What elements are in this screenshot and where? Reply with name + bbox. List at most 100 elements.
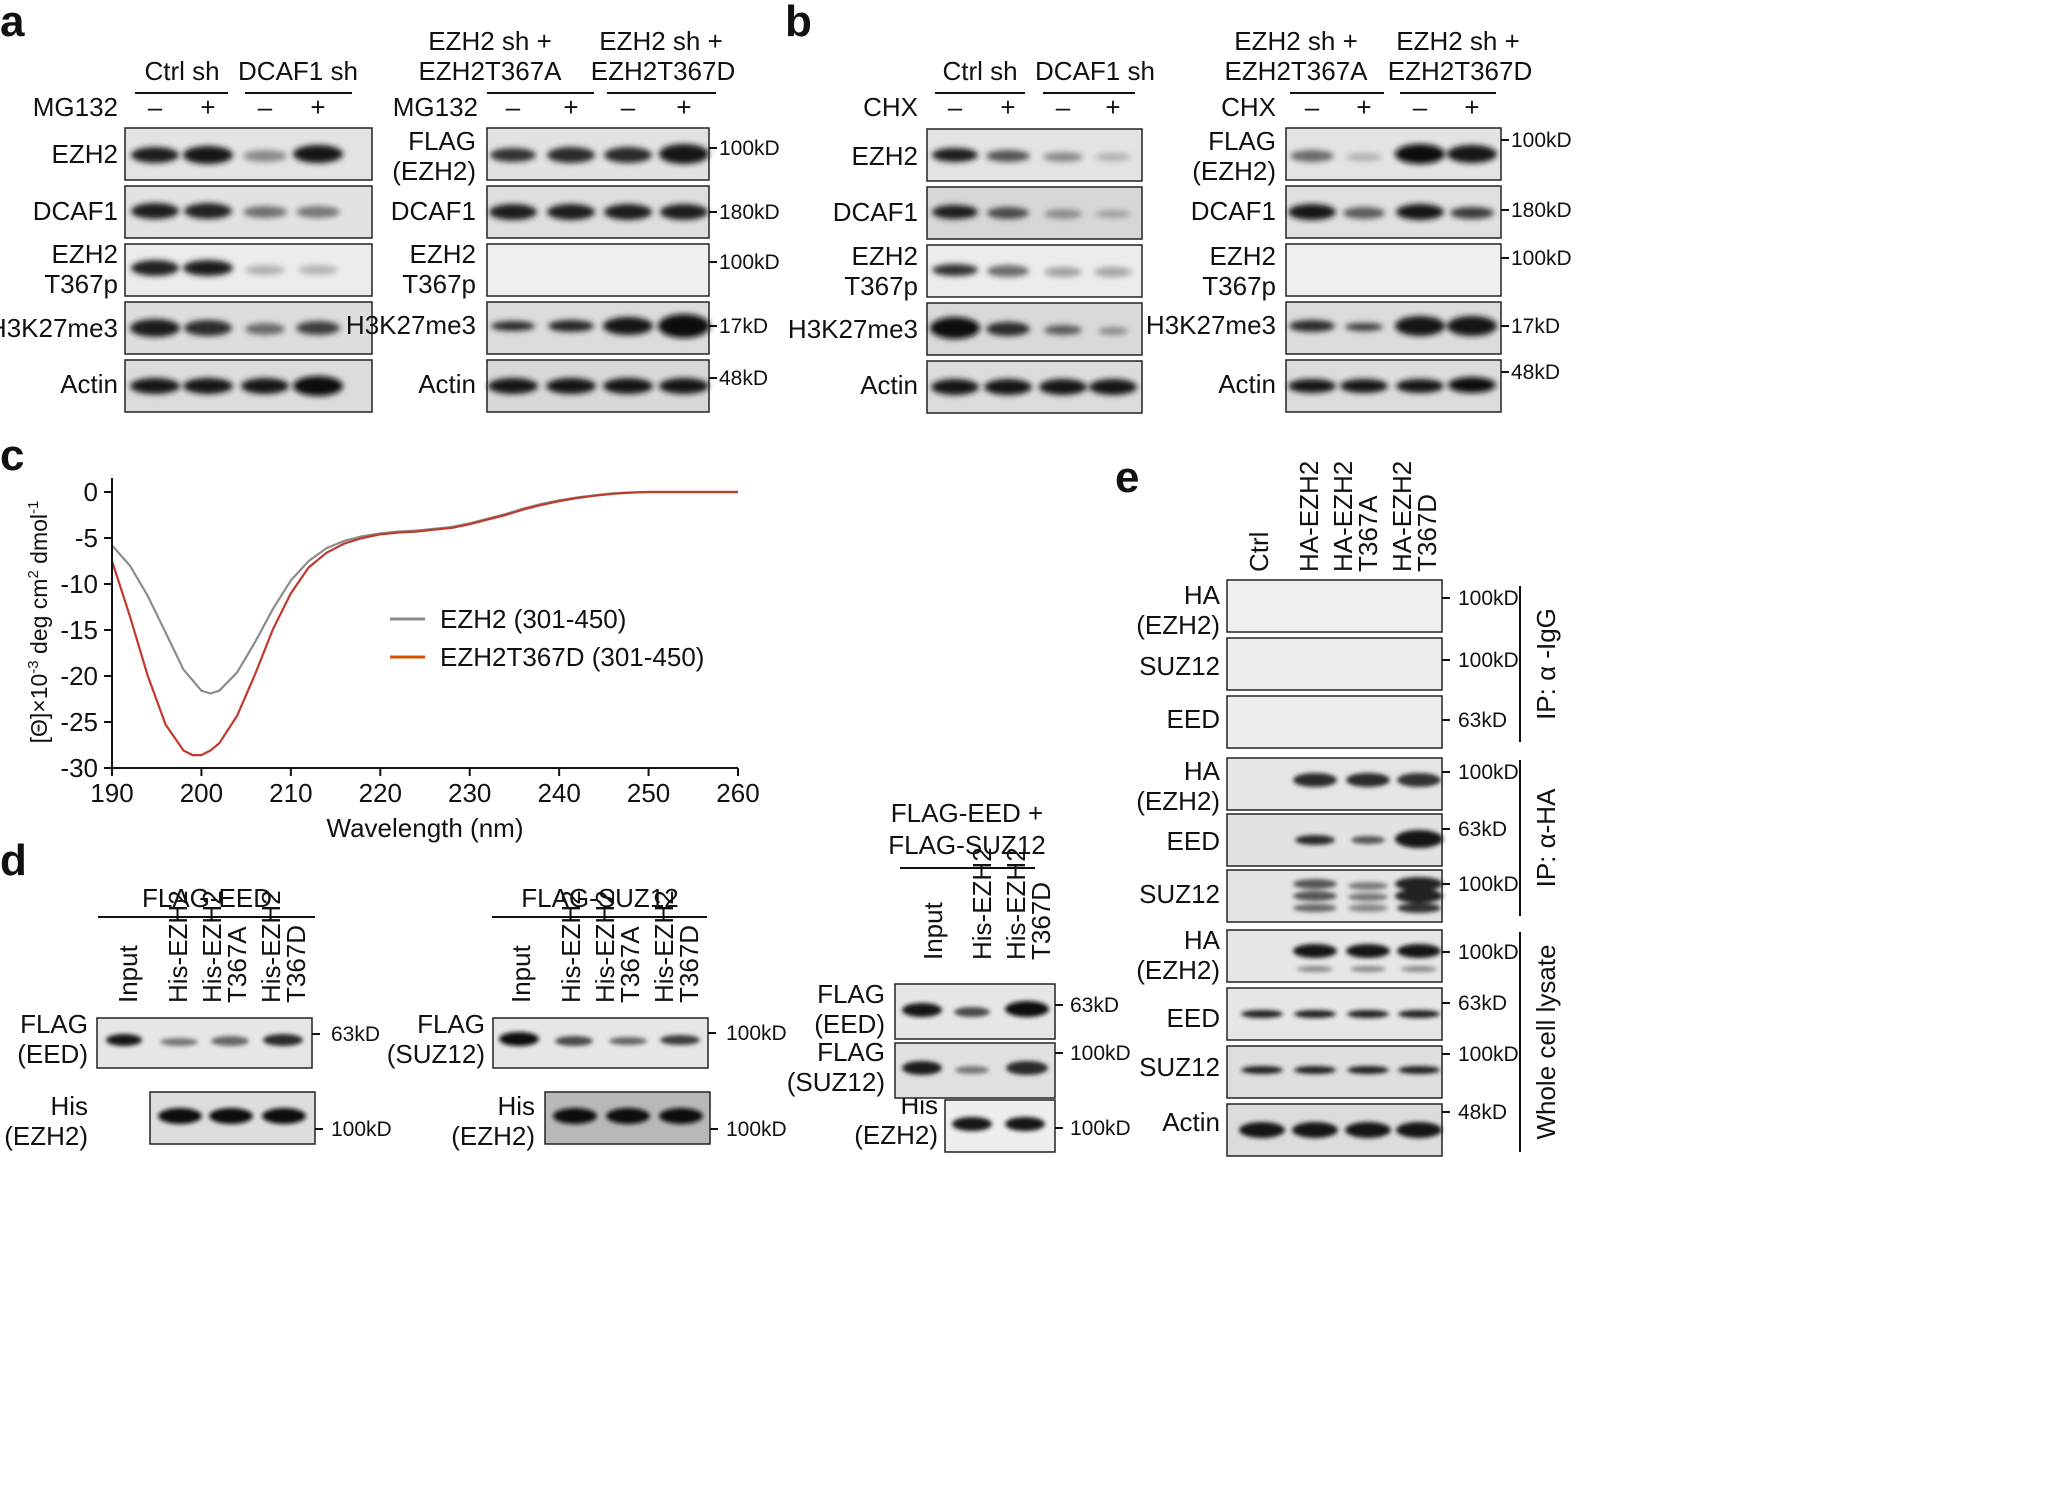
sign: +	[200, 92, 215, 122]
row-label: T367p	[402, 269, 476, 299]
lane-label: HA-EZH2	[1294, 461, 1324, 572]
panel-d-blot-2: FLAG-SUZ12 Input His-EZH2 His-EZH2 T367A…	[387, 883, 787, 1151]
group-label: EZH2 sh +	[428, 26, 552, 56]
legend-label: EZH2 (301-450)	[440, 604, 626, 634]
row-label: H3K27me3	[346, 310, 476, 340]
row-label: EZH2	[1210, 241, 1276, 271]
panel-label-a: a	[0, 0, 25, 46]
row-label: (EED)	[17, 1039, 88, 1069]
panel-label-d: d	[0, 836, 27, 885]
row-label: EZH2	[852, 141, 918, 171]
row-label: EED	[1167, 826, 1220, 856]
lane-label: His-EZH2	[590, 890, 620, 1003]
mw-marker: 100kD	[1070, 1117, 1131, 1140]
legend-label: EZH2T367D (301-450)	[440, 642, 704, 672]
group-label: FLAG-EED	[142, 883, 272, 913]
mw-marker: 180kD	[1511, 199, 1572, 222]
mw-marker: 100kD	[1511, 247, 1572, 270]
series-line-1	[110, 490, 738, 757]
group-label: DCAF1 sh	[1035, 56, 1155, 86]
row-label: DCAF1	[391, 196, 476, 226]
row-label: Actin	[418, 369, 476, 399]
x-tick-label: 190	[90, 778, 133, 808]
mw-marker: 63kD	[331, 1023, 380, 1046]
section-label: IP: α-HA	[1531, 788, 1561, 887]
row-label: (EZH2)	[1136, 610, 1220, 640]
lane-label: His-EZH2	[197, 890, 227, 1003]
mw-marker: 48kD	[1511, 361, 1560, 384]
mw-marker: 100kD	[1070, 1042, 1131, 1065]
row-label: FLAG	[20, 1009, 88, 1039]
sign: –	[1056, 92, 1071, 122]
row-label: H3K27me3	[788, 314, 918, 344]
lane-label: T367D	[1026, 882, 1056, 960]
mw-marker: 17kD	[719, 315, 768, 338]
panel-d-blot-3: FLAG-EED + FLAG-SUZ12 Input His-EZH2 His…	[787, 798, 1131, 1153]
lane-label: Input	[113, 944, 143, 1003]
row-label: (EZH2)	[1136, 786, 1220, 816]
y-tick-label: -15	[60, 615, 98, 645]
row-label: SUZ12	[1139, 879, 1220, 909]
mw-marker: 100kD	[1458, 587, 1519, 610]
sign: –	[1413, 92, 1428, 122]
x-tick-label: 200	[180, 778, 223, 808]
row-label: (EZH2)	[1192, 156, 1276, 186]
group-label: EZH2 sh +	[1396, 26, 1520, 56]
row-label: FLAG	[408, 126, 476, 156]
cd-spectrum-chart: 190 200 210 220 230 240 250 260 0 -5 -10 -15 -20 -25 -…	[25, 477, 760, 843]
x-tick-label: 230	[448, 778, 491, 808]
panel-b-left-blot: Ctrl sh DCAF1 sh CHX – + – + EZH2 DCAF1 …	[788, 56, 1155, 414]
section-label: Whole cell lysate	[1531, 944, 1561, 1139]
mw-marker: 100kD	[1458, 1043, 1519, 1066]
group-label: EZH2T367D	[1388, 56, 1533, 86]
group-label: Ctrl sh	[144, 56, 219, 86]
row-label: SUZ12	[1139, 1052, 1220, 1082]
lane-label: His-EZH2	[1001, 847, 1031, 960]
y-axis-label: [Θ]×10-3 deg cm2 dmol-1	[25, 501, 52, 744]
group-label: EZH2 sh +	[599, 26, 723, 56]
chart-legend: EZH2 (301-450) EZH2T367D (301-450)	[390, 604, 704, 672]
row-label: Actin	[1218, 369, 1276, 399]
section-label: IP: α -IgG	[1531, 608, 1561, 720]
treatment-label: MG132	[33, 92, 118, 122]
group-label: DCAF1 sh	[238, 56, 358, 86]
panel-e-blot: Ctrl HA-EZH2 HA-EZH2 T367A HA-EZH2 T367D…	[1136, 461, 1561, 1157]
mw-marker: 48kD	[1458, 1101, 1507, 1124]
group-label: EZH2T367D	[591, 56, 736, 86]
lane-label: HA-EZH2	[1387, 461, 1417, 572]
group-label: EZH2T367A	[418, 56, 562, 86]
panel-label-c: c	[0, 431, 24, 480]
panel-label-e: e	[1115, 453, 1139, 502]
row-label: (EZH2)	[1136, 955, 1220, 985]
row-label: (EZH2)	[4, 1121, 88, 1151]
row-label: SUZ12	[1139, 651, 1220, 681]
lane-label: His-EZH2	[556, 890, 586, 1003]
lane-label: T367A	[222, 926, 252, 1003]
x-axis-label: Wavelength (nm)	[327, 813, 524, 843]
row-label: FLAG	[1208, 126, 1276, 156]
y-tick-label: -25	[60, 707, 98, 737]
x-tick-label: 220	[359, 778, 402, 808]
row-label: HA	[1184, 580, 1221, 610]
row-label: EED	[1167, 704, 1220, 734]
row-label: EZH2	[852, 241, 918, 271]
x-tick-label: 210	[269, 778, 312, 808]
mw-marker: 100kD	[1458, 649, 1519, 672]
sign: +	[1105, 92, 1120, 122]
group-label: FLAG-EED +	[891, 798, 1043, 828]
mw-marker: 63kD	[1458, 709, 1507, 732]
row-label: FLAG	[817, 979, 885, 1009]
treatment-label: MG132	[393, 92, 478, 122]
row-label: His	[50, 1091, 88, 1121]
row-label: (EZH2)	[392, 156, 476, 186]
group-label: Ctrl sh	[942, 56, 1017, 86]
row-label: Actin	[1162, 1107, 1220, 1137]
panel-d-blot-1: FLAG-EED Input His-EZH2 His-EZH2 T367A H…	[4, 883, 391, 1151]
mw-marker: 100kD	[1458, 761, 1519, 784]
row-label: DCAF1	[33, 196, 118, 226]
y-tick-label: -5	[75, 523, 98, 553]
row-label: (SUZ12)	[387, 1039, 485, 1069]
mw-marker: 100kD	[726, 1118, 787, 1141]
row-label: T367p	[44, 269, 118, 299]
